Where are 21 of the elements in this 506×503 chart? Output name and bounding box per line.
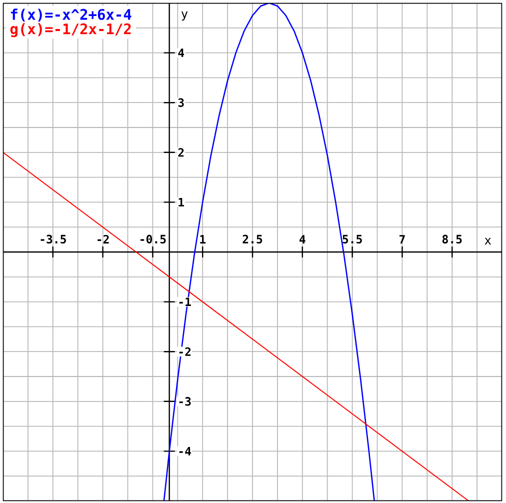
x-tick-label: -0.5 xyxy=(140,234,166,244)
x-tick-label: 7 xyxy=(400,235,405,244)
y-tick-label: 3 xyxy=(178,98,184,107)
x-tick-label: -3.5 xyxy=(40,234,66,244)
x-tick-label: 5.5 xyxy=(342,234,362,244)
text: g(x)=-1/2x-1/2 xyxy=(10,23,131,38)
y-tick-label: 1 xyxy=(178,198,184,206)
y-tick-label: -2 xyxy=(179,347,191,356)
y-tick-label: -1 xyxy=(179,298,191,306)
y-tick-label: 2 xyxy=(178,148,184,157)
x-tick-label: 1 xyxy=(200,235,206,244)
text: f(x)=-x^2+6x-4 xyxy=(10,8,132,22)
x-axis-title: x xyxy=(484,238,492,244)
x-tick-label: 4 xyxy=(300,235,306,244)
y-tick-label: 4 xyxy=(178,48,184,57)
y-tick-label: -3 xyxy=(179,397,191,406)
x-tick-label: -2 xyxy=(98,234,109,244)
y-tick-label: -4 xyxy=(179,447,191,456)
x-tick-label: 8.5 xyxy=(442,234,462,244)
x-tick-label: 2.5 xyxy=(242,234,262,244)
y-axis-title: y xyxy=(181,12,188,21)
